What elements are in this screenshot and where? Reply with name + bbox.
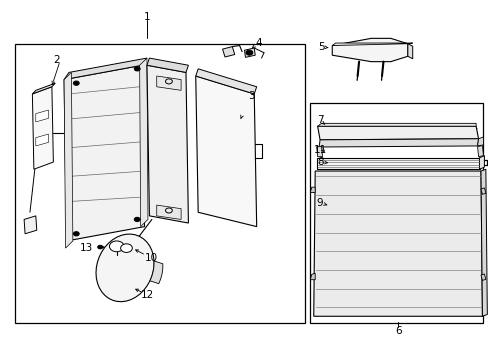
Polygon shape xyxy=(32,87,53,169)
Polygon shape xyxy=(222,46,234,57)
Polygon shape xyxy=(310,187,315,193)
Text: 8: 8 xyxy=(316,157,323,167)
Polygon shape xyxy=(331,43,412,45)
Polygon shape xyxy=(244,48,255,57)
Polygon shape xyxy=(477,137,483,146)
Circle shape xyxy=(134,217,140,222)
Polygon shape xyxy=(157,205,181,220)
Polygon shape xyxy=(310,273,315,280)
Text: 11: 11 xyxy=(313,145,326,155)
Polygon shape xyxy=(147,58,188,72)
Circle shape xyxy=(73,81,79,85)
Circle shape xyxy=(73,231,79,236)
Circle shape xyxy=(109,241,124,252)
Text: 5: 5 xyxy=(317,42,324,52)
Text: 13: 13 xyxy=(79,243,92,253)
Polygon shape xyxy=(317,126,478,140)
Polygon shape xyxy=(64,72,73,248)
Polygon shape xyxy=(477,145,483,157)
Polygon shape xyxy=(96,234,154,302)
Polygon shape xyxy=(479,156,484,169)
Polygon shape xyxy=(32,83,55,94)
FancyBboxPatch shape xyxy=(310,103,483,323)
Text: 1: 1 xyxy=(143,12,150,22)
FancyBboxPatch shape xyxy=(15,44,305,323)
Polygon shape xyxy=(64,65,144,241)
Polygon shape xyxy=(64,58,147,80)
Polygon shape xyxy=(317,123,475,126)
Text: 4: 4 xyxy=(255,38,262,48)
Polygon shape xyxy=(150,261,163,284)
Polygon shape xyxy=(140,58,148,226)
Polygon shape xyxy=(195,69,256,94)
Polygon shape xyxy=(319,139,478,147)
Text: 6: 6 xyxy=(394,325,401,336)
Polygon shape xyxy=(480,169,487,316)
Polygon shape xyxy=(316,158,479,169)
Text: 2: 2 xyxy=(53,55,60,65)
Polygon shape xyxy=(480,274,485,280)
Polygon shape xyxy=(195,76,256,226)
Circle shape xyxy=(245,50,252,55)
Polygon shape xyxy=(147,65,188,223)
Circle shape xyxy=(98,245,102,249)
Polygon shape xyxy=(157,76,181,90)
Circle shape xyxy=(134,67,140,71)
Polygon shape xyxy=(313,171,482,316)
Polygon shape xyxy=(36,134,48,146)
Text: 7: 7 xyxy=(316,115,323,125)
Polygon shape xyxy=(331,39,407,62)
Polygon shape xyxy=(407,44,412,59)
Polygon shape xyxy=(36,110,48,122)
Polygon shape xyxy=(480,188,485,194)
Circle shape xyxy=(121,244,132,252)
Text: 12: 12 xyxy=(140,291,153,301)
Polygon shape xyxy=(316,147,322,157)
Text: 3: 3 xyxy=(248,91,255,101)
Text: 10: 10 xyxy=(145,253,158,263)
Text: 9: 9 xyxy=(316,198,323,208)
Polygon shape xyxy=(24,216,37,234)
